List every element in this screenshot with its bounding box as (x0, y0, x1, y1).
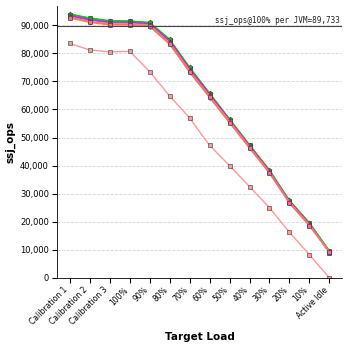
Y-axis label: ssj_ops: ssj_ops (6, 121, 16, 163)
X-axis label: Target Load: Target Load (165, 332, 235, 342)
Text: ssj_ops@100% per JVM=89,733: ssj_ops@100% per JVM=89,733 (215, 16, 340, 25)
